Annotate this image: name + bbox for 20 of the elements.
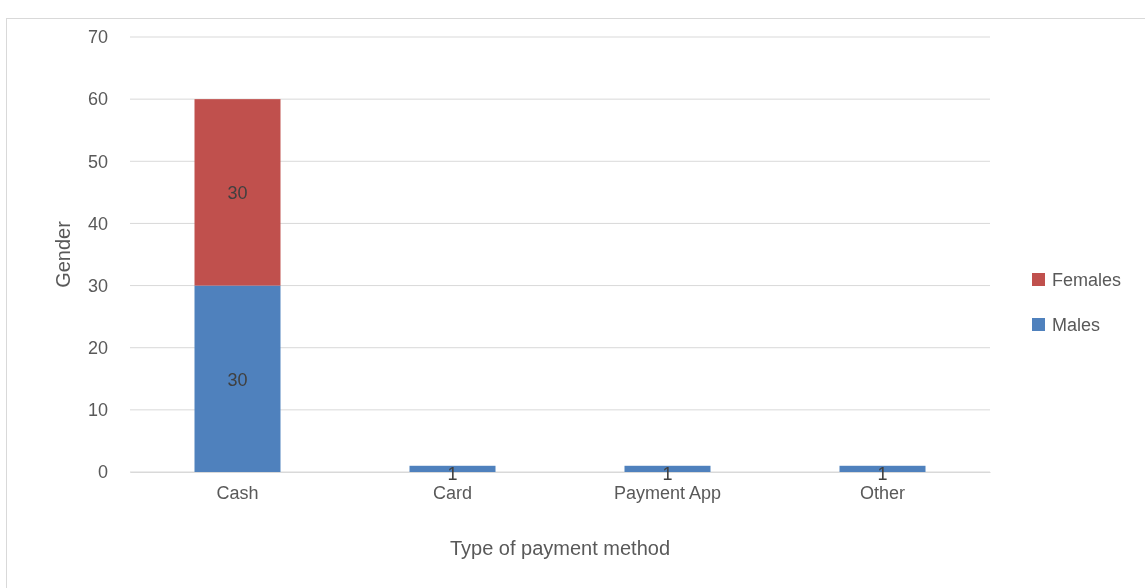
y-tick-label: 10: [87, 400, 108, 421]
y-axis-title: Gender: [52, 220, 74, 288]
y-tick-label: 50: [87, 151, 108, 172]
y-tick-label: 0: [97, 462, 108, 483]
y-tick-label: 40: [87, 213, 108, 234]
legend-label: Males: [1052, 315, 1101, 335]
y-tick-label: 70: [87, 27, 108, 48]
y-tick-label: 20: [87, 337, 108, 358]
y-tick-label: 30: [87, 275, 108, 296]
data-label: 30: [227, 369, 248, 390]
y-tick-label: 60: [87, 89, 108, 110]
x-tick-label: Card: [432, 482, 473, 503]
data-label: 30: [227, 183, 248, 204]
legend-label: Females: [1052, 270, 1122, 290]
bar: [194, 99, 281, 286]
x-axis-title: Type of payment method: [449, 537, 671, 559]
x-tick-label: Other: [859, 482, 906, 503]
x-tick-label: Cash: [216, 482, 259, 503]
bar: [194, 285, 281, 472]
x-tick-label: Payment App: [613, 482, 722, 503]
